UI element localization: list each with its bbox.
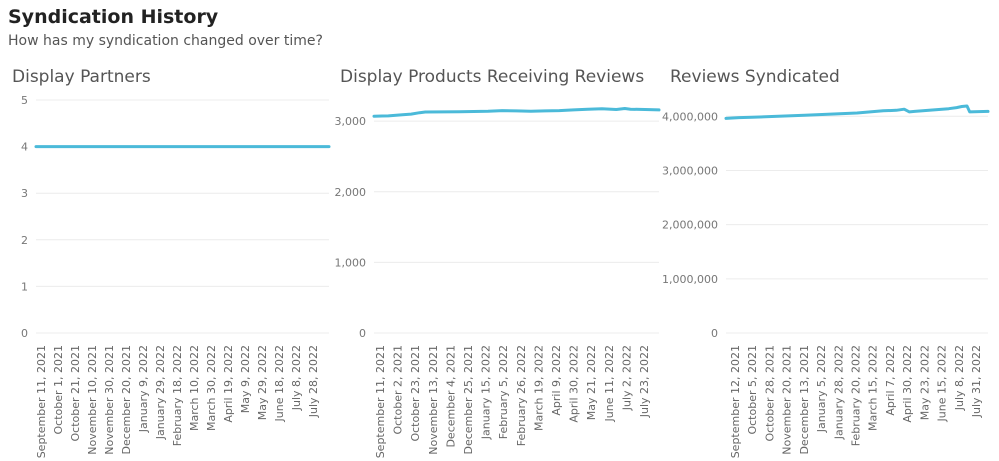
x-tick-label: May 21, 2022: [585, 345, 598, 420]
x-tick-label: October 28, 2021: [763, 345, 776, 442]
y-tick-label: 1,000: [335, 256, 367, 269]
x-tick-label: June 15, 2022: [936, 345, 949, 422]
y-tick-label: 3,000,000: [662, 164, 718, 177]
y-tick-label: 5: [21, 94, 28, 107]
series-line: [724, 104, 990, 120]
y-tick-label: 0: [21, 327, 28, 340]
x-tick-label: November 10, 2021: [86, 345, 99, 455]
panel-title-display-partners: Display Partners: [12, 67, 151, 87]
x-tick-label: March 15, 2022: [867, 345, 880, 431]
y-tick-label: 1,000,000: [662, 273, 718, 286]
y-tick-label: 3,000: [335, 115, 367, 128]
x-tick-label: November 30, 2021: [103, 345, 116, 455]
panel-title-display-products: Display Products Receiving Reviews: [340, 67, 645, 87]
x-tick-label: January 9, 2022: [137, 345, 150, 433]
x-tick-label: February 20, 2022: [850, 345, 863, 446]
y-tick-label: 4,000,000: [662, 110, 718, 123]
x-tick-label: October 21, 2021: [69, 345, 82, 442]
x-tick-label: November 13, 2021: [427, 345, 440, 455]
x-tick-label: May 23, 2022: [918, 345, 931, 420]
x-tick-label: July 31, 2022: [970, 345, 983, 418]
y-tick-label: 2,000: [335, 186, 367, 199]
x-tick-label: October 5, 2021: [746, 345, 759, 435]
x-tick-label: July 28, 2022: [307, 345, 320, 418]
x-tick-label: January 28, 2022: [832, 345, 845, 440]
y-tick-label: 0: [711, 327, 718, 340]
y-tick-label: 1: [21, 280, 28, 293]
x-tick-label: June 18, 2022: [273, 345, 286, 422]
x-tick-label: February 18, 2022: [171, 345, 184, 446]
x-tick-label: March 19, 2022: [532, 345, 545, 431]
x-tick-label: November 20, 2021: [781, 345, 794, 455]
x-tick-label: December 13, 2021: [798, 345, 811, 455]
y-tick-label: 2,000,000: [662, 219, 718, 232]
x-tick-label: April 19, 2022: [222, 345, 235, 423]
series-line: [372, 107, 661, 118]
x-tick-label: February 26, 2022: [515, 345, 528, 446]
x-tick-label: December 25, 2021: [462, 345, 475, 455]
y-tick-label: 0: [359, 327, 366, 340]
x-tick-label: September 11, 2021: [374, 345, 387, 458]
x-tick-label: January 29, 2022: [154, 345, 167, 440]
x-tick-label: April 30, 2022: [568, 345, 581, 423]
x-tick-label: January 5, 2022: [815, 345, 828, 433]
x-tick-label: June 11, 2022: [603, 345, 616, 422]
x-tick-label: January 15, 2022: [480, 345, 493, 440]
x-tick-label: July 8, 2022: [290, 345, 303, 411]
page-subtitle: How has my syndication changed over time…: [8, 33, 323, 49]
x-tick-label: July 2, 2022: [620, 345, 633, 411]
x-tick-label: April 7, 2022: [884, 345, 897, 416]
x-tick-label: July 8, 2022: [953, 345, 966, 411]
x-tick-label: February 5, 2022: [497, 345, 510, 439]
x-tick-label: September 11, 2021: [35, 345, 48, 458]
x-tick-label: July 23, 2022: [638, 345, 651, 418]
y-tick-label: 2: [21, 234, 28, 247]
y-tick-label: 4: [21, 141, 28, 154]
x-tick-label: October 23, 2021: [409, 345, 422, 442]
x-tick-label: October 2, 2021: [392, 345, 405, 435]
x-tick-label: March 30, 2022: [205, 345, 218, 431]
y-tick-label: 3: [21, 187, 28, 200]
x-tick-label: April 9, 2022: [550, 345, 563, 416]
x-tick-label: October 1, 2021: [52, 345, 65, 435]
x-tick-label: December 20, 2021: [120, 345, 133, 455]
panel-title-reviews-syndicated: Reviews Syndicated: [670, 67, 840, 87]
x-tick-label: April 30, 2022: [901, 345, 914, 423]
x-tick-label: September 12, 2021: [729, 345, 742, 458]
x-tick-label: March 10, 2022: [188, 345, 201, 431]
x-tick-label: May 9, 2022: [239, 345, 252, 413]
x-tick-label: December 4, 2021: [444, 345, 457, 448]
x-tick-label: May 29, 2022: [256, 345, 269, 420]
page-title: Syndication History: [8, 6, 219, 28]
